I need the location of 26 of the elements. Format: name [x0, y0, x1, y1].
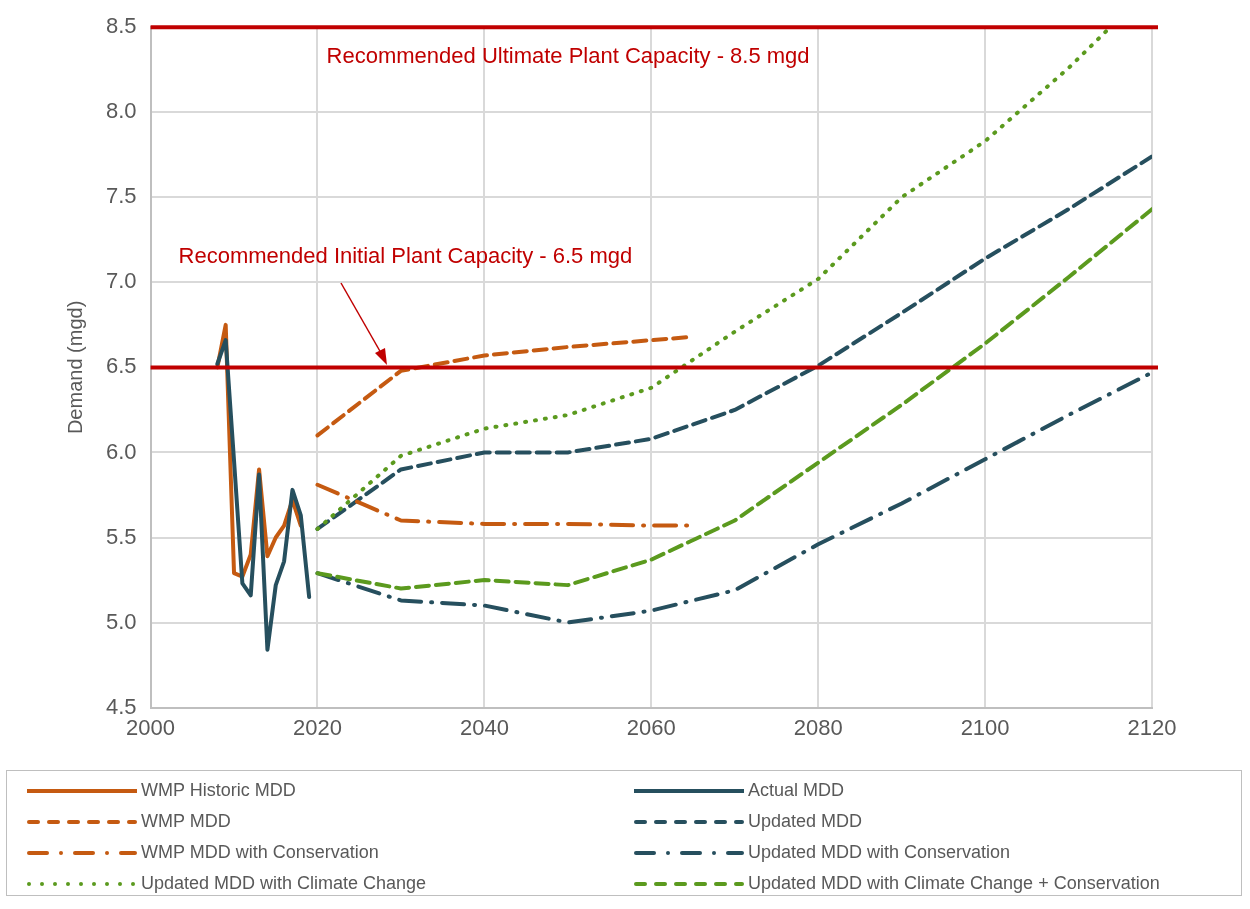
y-axis-title: Demand (mgd) [63, 300, 86, 435]
ref-line-label: Recommended Initial Plant Capacity - 6.5 mgd [178, 243, 633, 269]
legend-label: Updated MDD with Climate Change [141, 873, 427, 894]
x-tick-label: 2060 [626, 714, 676, 740]
y-tick-label: 6.5 [105, 353, 137, 379]
x-tick-label: 2080 [793, 714, 843, 740]
legend-label: WMP MDD [141, 811, 231, 832]
y-tick-label: 8.5 [105, 13, 137, 39]
legend-label: WMP Historic MDD [141, 780, 296, 801]
x-tick-label: 2040 [459, 714, 509, 740]
legend-label: WMP MDD with Conservation [141, 842, 379, 863]
y-tick-label: 5.5 [105, 523, 137, 549]
legend-label: Updated MDD with Climate Change + Conservation [748, 873, 1160, 894]
y-tick-label: 6.0 [105, 438, 137, 464]
x-tick-label: 2120 [1127, 714, 1177, 740]
ref-line-label: Recommended Ultimate Plant Capacity - 8.5 mgd [326, 43, 810, 69]
legend-label: Updated MDD with Conservation [748, 842, 1011, 863]
legend-label: Updated MDD [748, 811, 863, 832]
x-tick-label: 2020 [293, 714, 342, 740]
x-tick-label: 2100 [960, 714, 1010, 740]
y-tick-label: 8.0 [105, 98, 137, 124]
line-series [315, 370, 1152, 625]
y-tick-label: 7.5 [105, 183, 137, 209]
y-tick-label: 7.0 [105, 268, 137, 294]
legend-label: Actual MDD [748, 780, 845, 801]
y-tick-label: 5.0 [105, 608, 137, 634]
